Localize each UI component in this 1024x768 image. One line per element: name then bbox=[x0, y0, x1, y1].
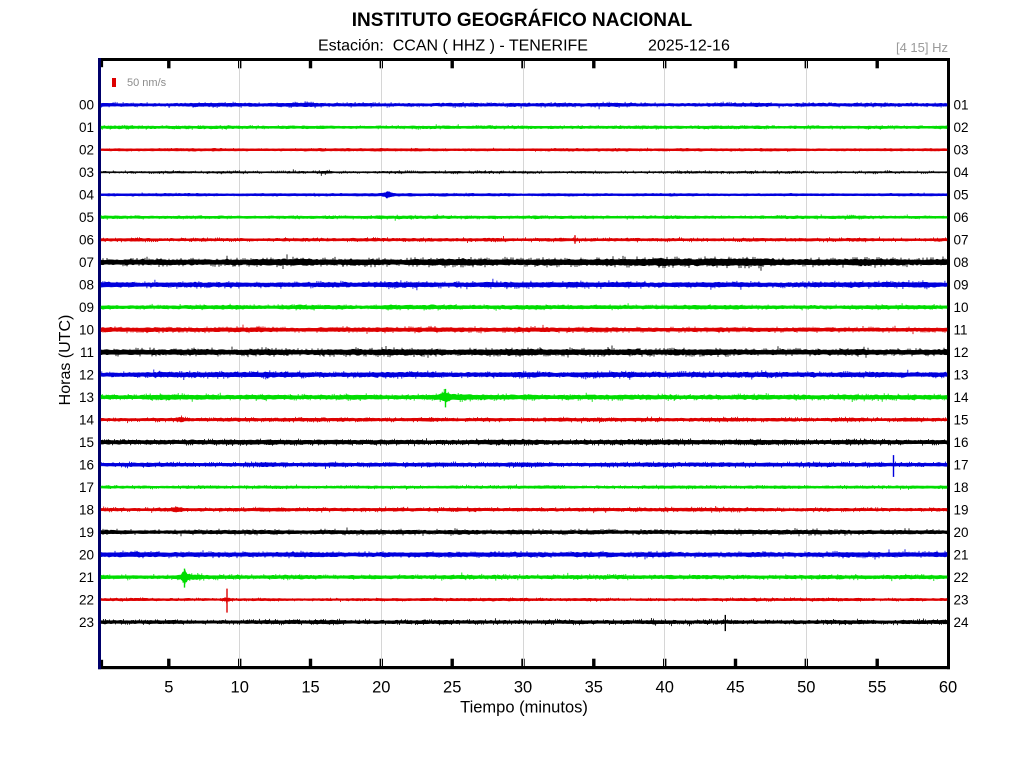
svg-text:18: 18 bbox=[79, 502, 94, 517]
svg-text:24: 24 bbox=[954, 615, 970, 630]
svg-text:Tiempo (minutos): Tiempo (minutos) bbox=[460, 699, 588, 717]
svg-text:22: 22 bbox=[954, 570, 969, 585]
svg-text:08: 08 bbox=[954, 255, 969, 270]
svg-text:20: 20 bbox=[372, 678, 390, 696]
svg-text:13: 13 bbox=[79, 390, 94, 405]
svg-text:20: 20 bbox=[954, 525, 969, 540]
svg-text:01: 01 bbox=[79, 120, 94, 135]
svg-text:03: 03 bbox=[79, 165, 94, 180]
svg-text:21: 21 bbox=[954, 547, 969, 562]
svg-text:14: 14 bbox=[79, 413, 95, 428]
svg-text:10: 10 bbox=[79, 323, 94, 338]
svg-text:45: 45 bbox=[726, 678, 744, 696]
svg-text:40: 40 bbox=[656, 678, 674, 696]
svg-text:2025-12-16: 2025-12-16 bbox=[648, 38, 730, 55]
svg-text:11: 11 bbox=[80, 345, 94, 360]
svg-text:07: 07 bbox=[954, 233, 969, 248]
svg-text:12: 12 bbox=[79, 368, 94, 383]
svg-text:14: 14 bbox=[954, 390, 970, 405]
svg-text:5: 5 bbox=[164, 678, 173, 696]
svg-text:16: 16 bbox=[954, 435, 969, 450]
svg-text:18: 18 bbox=[954, 480, 969, 495]
svg-text:16: 16 bbox=[79, 457, 94, 472]
svg-text:30: 30 bbox=[514, 678, 532, 696]
svg-text:25: 25 bbox=[443, 678, 461, 696]
svg-text:06: 06 bbox=[79, 233, 94, 248]
svg-text:17: 17 bbox=[79, 480, 94, 495]
svg-text:12: 12 bbox=[954, 345, 969, 360]
svg-text:10: 10 bbox=[954, 300, 969, 315]
svg-text:23: 23 bbox=[79, 615, 94, 630]
svg-text:Estación: CCAN ( HHZ ) - TENE: Estación: CCAN ( HHZ ) - TENERIFE bbox=[318, 38, 588, 55]
svg-text:15: 15 bbox=[301, 678, 319, 696]
svg-text:Horas (UTC): Horas (UTC) bbox=[57, 315, 74, 406]
svg-text:60: 60 bbox=[939, 678, 957, 696]
svg-text:23: 23 bbox=[954, 592, 969, 607]
svg-text:01: 01 bbox=[954, 98, 969, 113]
svg-text:19: 19 bbox=[79, 525, 94, 540]
svg-text:08: 08 bbox=[79, 278, 94, 293]
svg-text:07: 07 bbox=[79, 255, 94, 270]
svg-text:50: 50 bbox=[797, 678, 815, 696]
svg-text:09: 09 bbox=[79, 300, 94, 315]
svg-text:35: 35 bbox=[585, 678, 603, 696]
svg-text:05: 05 bbox=[79, 210, 94, 225]
svg-text:06: 06 bbox=[954, 210, 969, 225]
svg-text:20: 20 bbox=[79, 547, 94, 562]
svg-text:02: 02 bbox=[954, 120, 969, 135]
svg-text:21: 21 bbox=[79, 570, 94, 585]
svg-text:04: 04 bbox=[79, 188, 95, 203]
svg-text:11: 11 bbox=[954, 323, 968, 338]
svg-text:17: 17 bbox=[954, 457, 969, 472]
svg-text:10: 10 bbox=[231, 678, 249, 696]
svg-text:15: 15 bbox=[954, 413, 969, 428]
svg-text:09: 09 bbox=[954, 278, 969, 293]
svg-text:00: 00 bbox=[79, 98, 94, 113]
svg-text:55: 55 bbox=[868, 678, 886, 696]
svg-text:04: 04 bbox=[954, 165, 970, 180]
svg-text:05: 05 bbox=[954, 188, 969, 203]
svg-text:19: 19 bbox=[954, 502, 969, 517]
svg-text:15: 15 bbox=[79, 435, 94, 450]
svg-text:02: 02 bbox=[79, 143, 94, 158]
svg-text:03: 03 bbox=[954, 143, 969, 158]
svg-text:22: 22 bbox=[79, 592, 94, 607]
svg-text:[4 15] Hz: [4 15] Hz bbox=[896, 40, 948, 55]
svg-text:50 nm/s: 50 nm/s bbox=[127, 77, 167, 89]
svg-text:INSTITUTO GEOGRÁFICO NACIONAL: INSTITUTO GEOGRÁFICO NACIONAL bbox=[352, 9, 693, 31]
svg-text:13: 13 bbox=[954, 368, 969, 383]
